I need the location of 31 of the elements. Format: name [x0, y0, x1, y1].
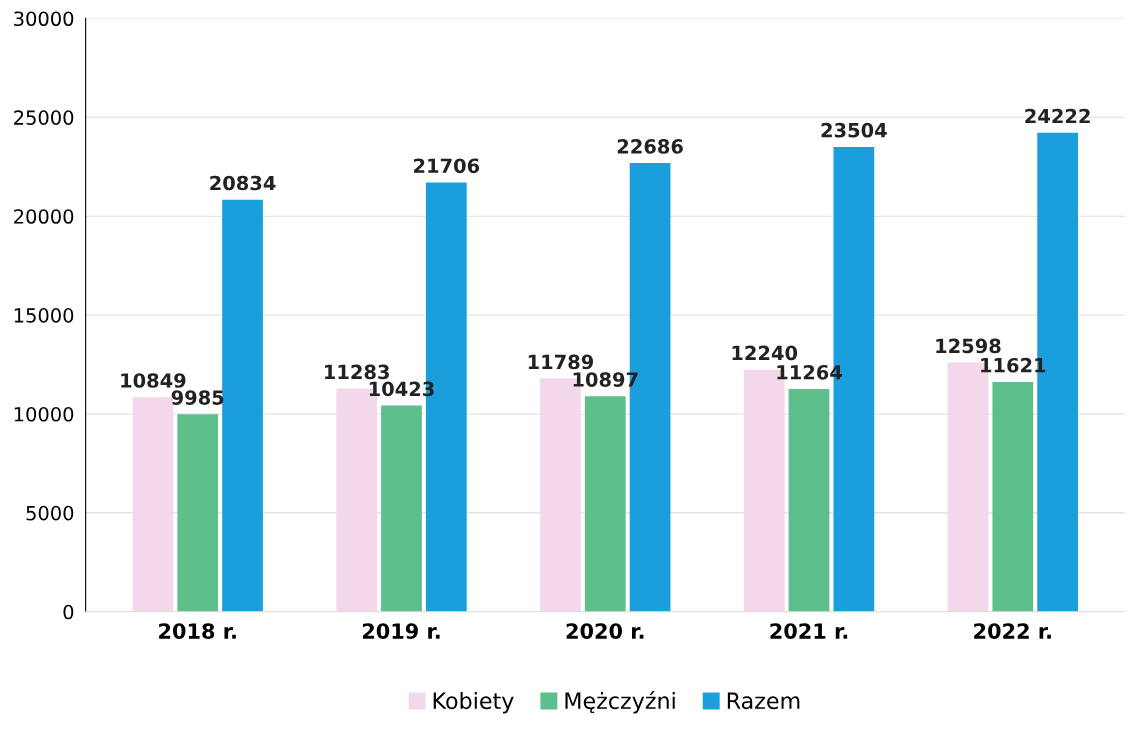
data-label: 12598 — [936, 338, 1001, 354]
data-label: 11789 — [528, 354, 594, 370]
data-label: 21706 — [414, 158, 480, 174]
data-label: 24222 — [1025, 108, 1090, 124]
data-label: 23504 — [821, 122, 887, 138]
bar — [992, 381, 1034, 612]
data-label: 22686 — [617, 139, 683, 154]
y-tick-label: 0 — [63, 604, 74, 620]
y-tick-label: 10000 — [14, 406, 74, 422]
x-tick-label: 2021 r. — [770, 623, 848, 639]
y-tick-label: 15000 — [14, 308, 74, 323]
data-label: 20834 — [210, 175, 276, 191]
legend-label: Kobiety — [433, 691, 514, 714]
y-tick-label: 5000 — [26, 505, 74, 521]
x-tick-label: 2019 r. — [362, 623, 440, 639]
bar — [222, 199, 263, 612]
legend-label: Mężczyźni — [565, 691, 675, 714]
data-label: 11283 — [325, 364, 389, 380]
legend-label: Razem — [727, 692, 800, 710]
bar — [788, 388, 830, 612]
bar — [381, 405, 422, 612]
bar — [584, 396, 626, 612]
y-tick-label: 30000 — [14, 11, 74, 27]
x-tick-label: 2022 r. — [974, 623, 1051, 639]
x-tick-label: 2018 r. — [159, 623, 236, 639]
y-tick-label: 25000 — [14, 110, 74, 125]
data-label: 12240 — [732, 345, 798, 361]
y-tick-label: 20000 — [14, 209, 74, 224]
x-tick-label: 2020 r. — [566, 623, 644, 639]
data-label: 10849 — [121, 373, 186, 388]
bar — [177, 414, 219, 612]
